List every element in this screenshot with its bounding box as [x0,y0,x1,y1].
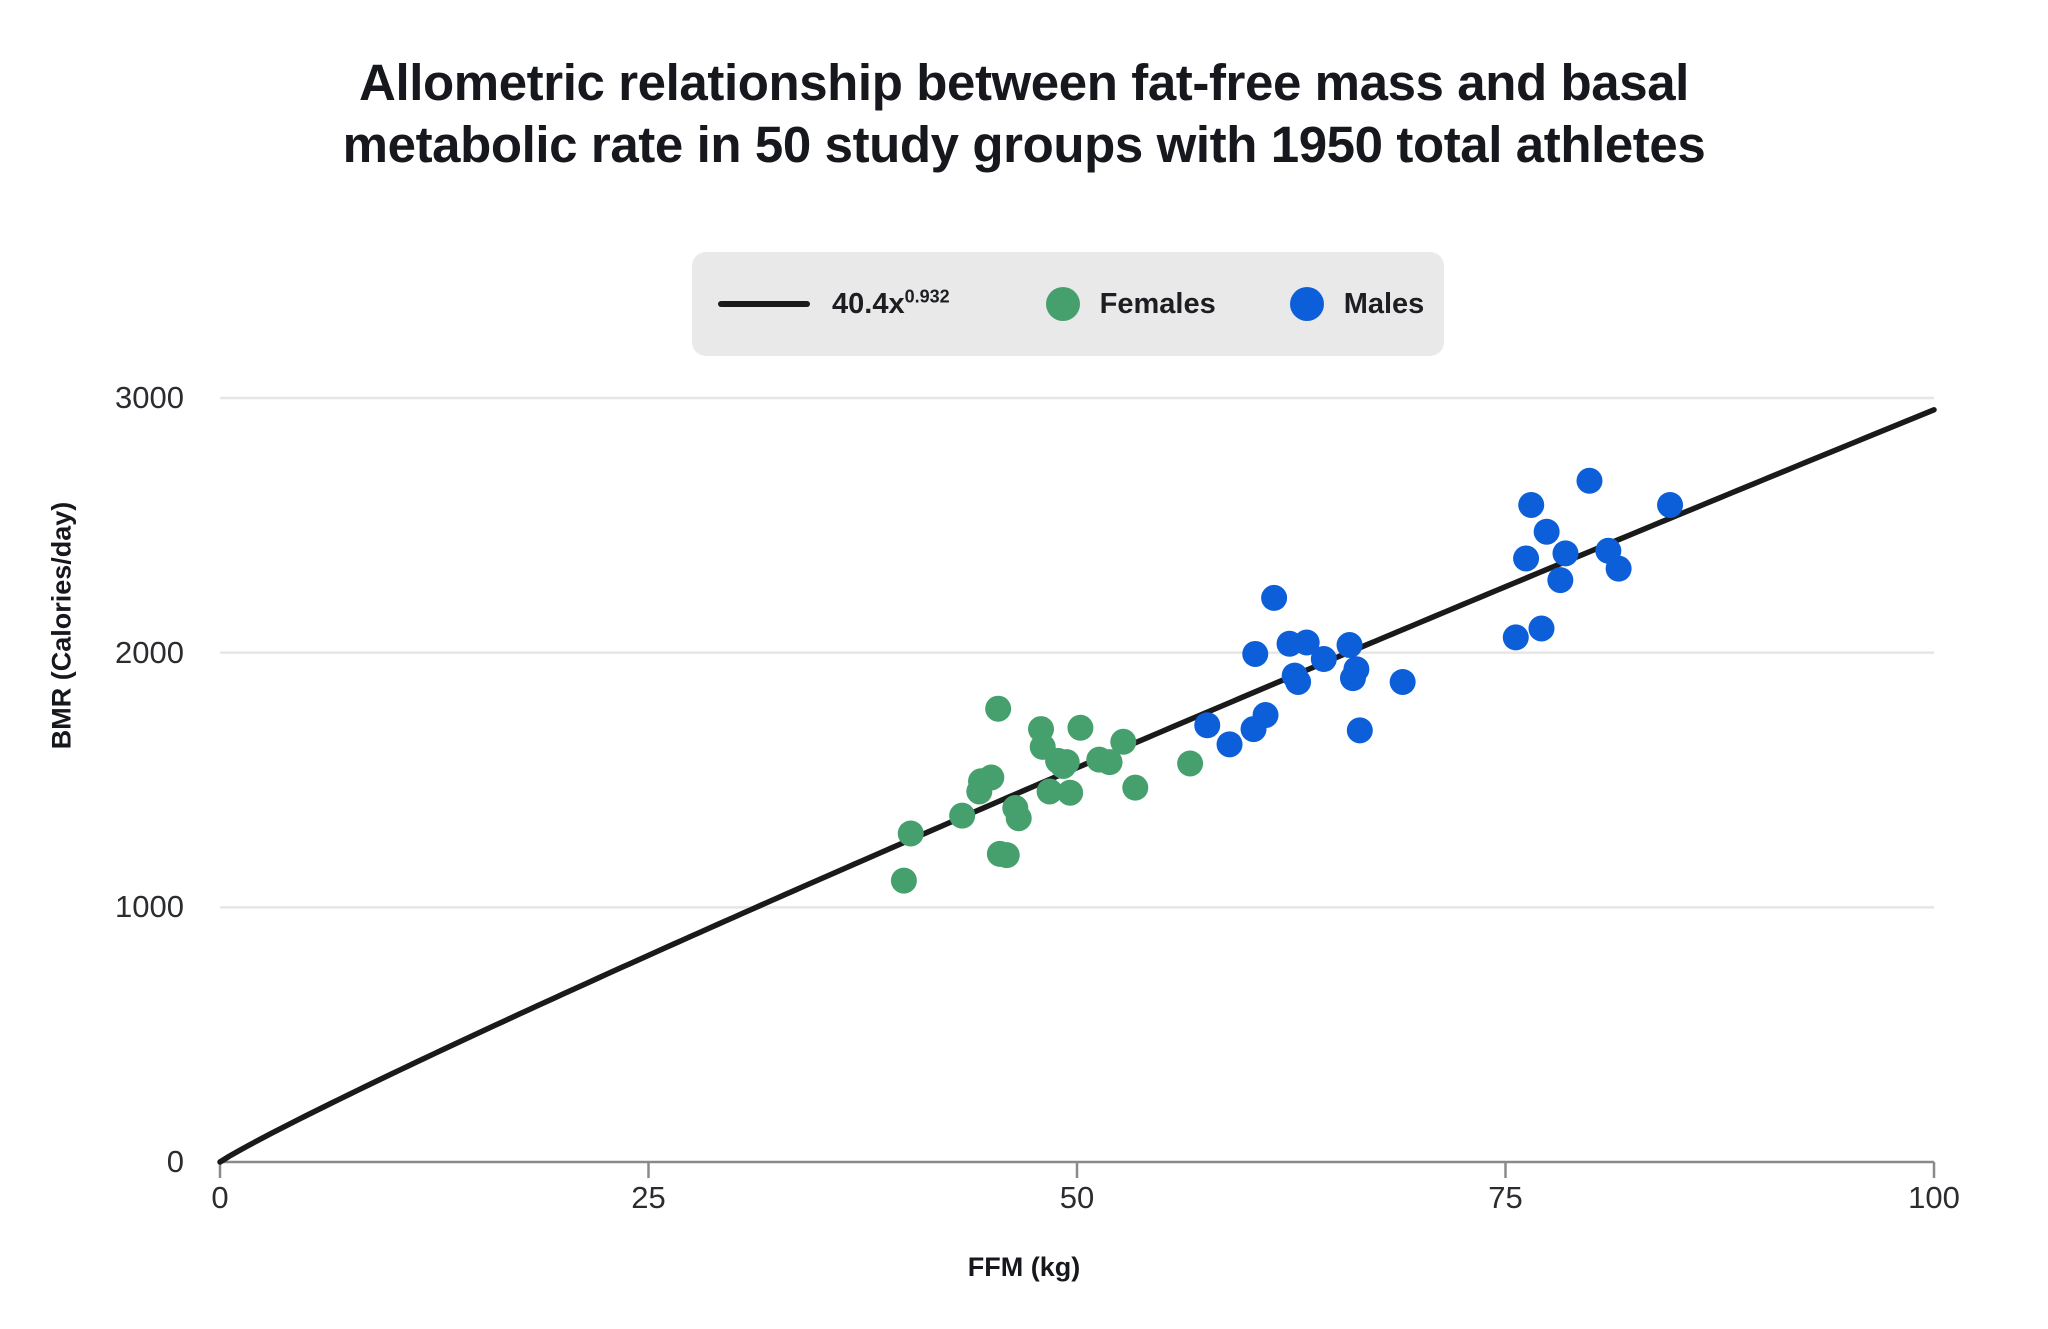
scatter-point [1547,567,1574,594]
scatter-point [1310,646,1337,673]
scatter-point [1122,774,1149,801]
scatter-point [897,820,924,847]
scatter-point [1533,518,1560,545]
male-marker-icon [1289,287,1324,321]
scatter-point [890,867,917,894]
scatter-point [1513,545,1540,572]
scatter-series-males [1194,467,1684,758]
scatter-point [1528,615,1555,642]
female-marker-icon [1045,287,1080,321]
legend-fit-exponent: 0.932 [904,285,950,306]
scatter-point [1552,540,1579,567]
scatter-point [949,802,976,829]
scatter-point [1057,779,1084,806]
scatter-point [993,842,1020,869]
scatter-point [1576,467,1603,494]
chart-legend: 40.4x0.932 Females Males [692,252,1444,356]
scatter-point [1216,731,1243,758]
line-swatch-icon [718,301,810,307]
scatter-point [1053,749,1080,776]
scatter-point [1657,491,1684,518]
scatter-point [1518,491,1545,518]
legend-item-females[interactable]: Females [1045,287,1216,321]
scatter-point [1336,632,1363,659]
scatter-point [1036,778,1063,805]
scatter-point [1252,702,1279,729]
scatter-point [1293,629,1320,656]
x-axis-title: FFM (kg) [967,1252,1081,1282]
legend-males-label: Males [1343,287,1425,320]
scatter-point [1605,555,1632,582]
scatter-point [1261,584,1288,611]
scatter-point [1005,805,1032,832]
scatter-point [1389,668,1416,695]
scatter-point [1067,714,1094,741]
legend-females-label: Females [1099,287,1216,320]
legend-item-males[interactable]: Males [1289,287,1425,321]
axis-ticks [218,1162,1936,1178]
scatter-point [1502,624,1529,651]
scatter-point [1242,640,1269,667]
scatter-series-females [890,695,1204,894]
legend-item-fit[interactable]: 40.4x0.932 [718,285,950,321]
scatter-point [978,764,1005,791]
scatter-point [1285,668,1312,695]
scatter-point [1346,717,1373,744]
scatter-point [985,695,1012,722]
scatter-point [1194,712,1221,739]
scatter-point [1110,728,1137,755]
legend-fit-label: 40.4x0.932 [832,285,950,321]
scatter-point [1343,656,1370,683]
gridlines [220,396,1934,909]
legend-fit-base: 40.4x [832,287,905,320]
scatter-point [1096,749,1123,776]
scatter-point [1177,750,1204,777]
